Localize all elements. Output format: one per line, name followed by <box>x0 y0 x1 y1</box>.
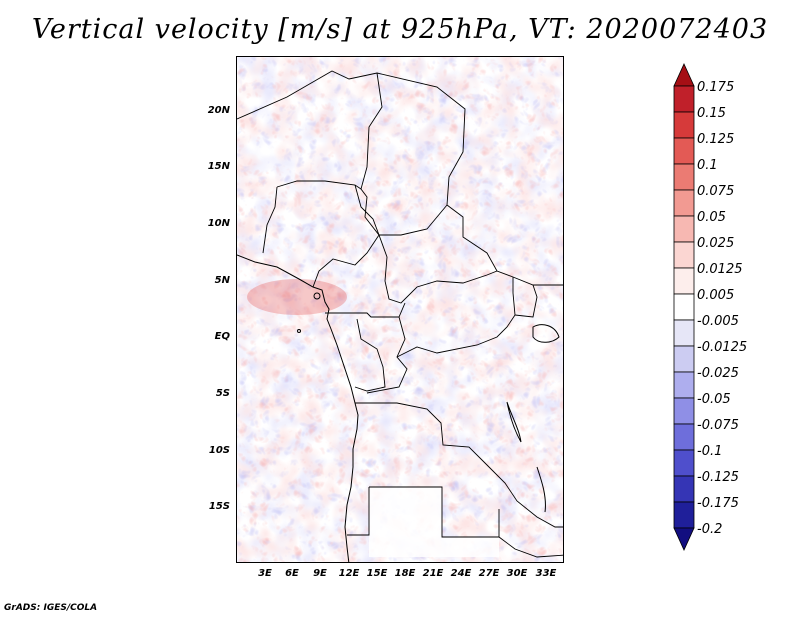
colorbar-label: -0.075 <box>697 418 739 433</box>
coastline <box>237 254 359 562</box>
colorbar-swatch <box>673 111 695 139</box>
colorbar-swatch <box>673 397 695 425</box>
colorbar-label: -0.125 <box>697 470 739 485</box>
colorbar <box>673 63 695 551</box>
colorbar-swatch <box>673 267 695 295</box>
lat-label-15s: 15S <box>208 501 230 512</box>
colorbar-swatch <box>673 137 695 165</box>
colorbar-swatch <box>673 215 695 243</box>
colorbar-label: -0.005 <box>697 314 739 329</box>
colorbar-label: -0.175 <box>697 496 739 511</box>
colorbar-swatch <box>673 423 695 451</box>
colorbar-label: 0.025 <box>697 236 735 251</box>
lon-label-9e: 9E <box>313 568 327 579</box>
lat-label-eq: EQ <box>214 331 230 342</box>
lon-label-21e: 21E <box>422 568 444 579</box>
colorbar-swatch <box>673 293 695 321</box>
colorbar-label: 0.005 <box>697 288 735 303</box>
colorbar-swatch <box>673 371 695 399</box>
lat-label-5s: 5S <box>215 388 230 399</box>
lon-label-15e: 15E <box>366 568 388 579</box>
footer-credit: GrADS: IGES/COLA <box>4 603 98 613</box>
coastal-ascent-zone <box>247 279 347 315</box>
lake-victoria-shore <box>532 324 560 343</box>
map-title: Vertical velocity [m/s] at 925hPa, VT: 2… <box>31 14 769 45</box>
lat-label-15n: 15N <box>207 161 230 172</box>
colorbar-swatch <box>673 163 695 191</box>
colorbar-label: 0.0125 <box>697 262 743 277</box>
lon-label-6e: 6E <box>285 568 299 579</box>
colorbar-label: -0.05 <box>697 392 731 407</box>
colorbar-swatch <box>673 241 695 269</box>
map-panel <box>236 56 564 563</box>
lon-label-18e: 18E <box>394 568 416 579</box>
cleared-region <box>369 487 499 557</box>
colorbar-label: 0.15 <box>697 106 726 121</box>
colorbar-label: -0.2 <box>697 522 723 537</box>
lake-tanganyika <box>506 401 522 443</box>
lon-label-27e: 27E <box>478 568 500 579</box>
colorbar-label: 0.1 <box>697 158 718 173</box>
lon-label-30e: 30E <box>506 568 528 579</box>
colorbar-label: -0.0125 <box>697 340 748 355</box>
lat-label-20n: 20N <box>207 105 230 116</box>
colorbar-swatch <box>673 63 695 87</box>
lake-malawi <box>536 466 546 513</box>
field-highlights <box>237 57 563 562</box>
colorbar-swatch <box>673 189 695 217</box>
vertical-velocity-field <box>237 57 563 562</box>
colorbar-label: -0.1 <box>697 444 723 459</box>
colorbar-swatch <box>673 527 695 551</box>
island-bioko <box>313 292 321 300</box>
colorbar-label: 0.175 <box>697 80 735 95</box>
lat-label-10n: 10N <box>207 218 230 229</box>
lon-label-3e: 3E <box>258 568 272 579</box>
country-borders <box>237 70 563 558</box>
colorbar-swatch <box>673 85 695 113</box>
colorbar-label: 0.075 <box>697 184 735 199</box>
colorbar-swatch <box>673 449 695 477</box>
lon-label-24e: 24E <box>450 568 472 579</box>
lon-label-33e: 33E <box>535 568 557 579</box>
colorbar-label: 0.125 <box>697 132 735 147</box>
lat-label-10s: 10S <box>208 445 230 456</box>
colorbar-swatch <box>673 475 695 503</box>
colorbar-label: -0.025 <box>697 366 739 381</box>
island-sao-tome <box>297 329 301 333</box>
colorbar-swatch <box>673 345 695 373</box>
lon-label-12e: 12E <box>338 568 360 579</box>
colorbar-swatch <box>673 501 695 529</box>
colorbar-swatch <box>673 319 695 347</box>
lat-label-5n: 5N <box>214 275 230 286</box>
colorbar-label: 0.05 <box>697 210 726 225</box>
